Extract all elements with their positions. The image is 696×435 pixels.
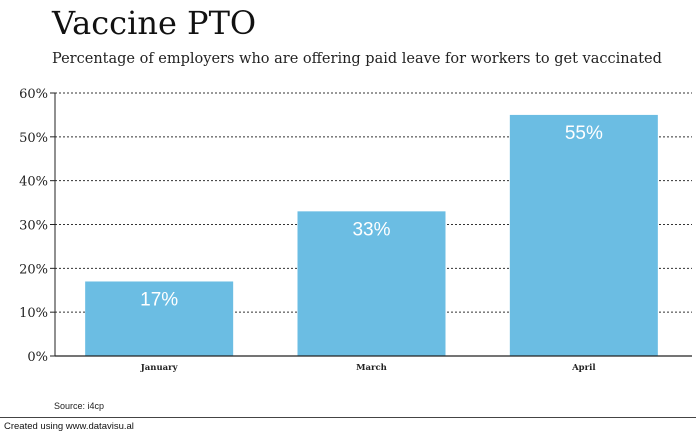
x-axis: January March April <box>55 355 692 373</box>
y-tick-label: 60% <box>19 87 48 102</box>
y-tick-label: 40% <box>19 175 48 190</box>
bars <box>85 114 658 357</box>
y-tick-label: 0% <box>27 350 48 365</box>
y-tick-label: 20% <box>19 262 48 277</box>
chart-title: Vaccine PTO <box>52 4 257 42</box>
y-tick-label: 10% <box>19 306 48 321</box>
bar-april <box>509 114 658 357</box>
chart-subtitle: Percentage of employers who are offering… <box>52 51 662 67</box>
footer-divider <box>0 417 696 418</box>
y-axis: 0% 10% 20% 30% 40% 50% 60% <box>19 87 56 365</box>
value-label: 33% <box>352 219 390 240</box>
x-tick-label: January <box>140 363 179 373</box>
source-note: Source: i4cp <box>54 401 105 411</box>
value-labels: 17% 33% 55% <box>140 123 603 311</box>
bar-january <box>85 281 234 356</box>
bar-chart: 0% 10% 20% 30% 40% 50% 60% 17% 33% 55% January Ma… <box>19 87 692 373</box>
y-tick-label: 30% <box>19 219 48 234</box>
x-tick-label: March <box>356 363 387 373</box>
value-label: 17% <box>140 289 178 310</box>
bar-march <box>297 211 446 356</box>
x-tick-label: April <box>571 363 596 373</box>
footer-credit: Created using www.datavisu.al <box>4 421 134 432</box>
value-label: 55% <box>565 123 603 144</box>
y-tick-label: 50% <box>19 131 48 146</box>
